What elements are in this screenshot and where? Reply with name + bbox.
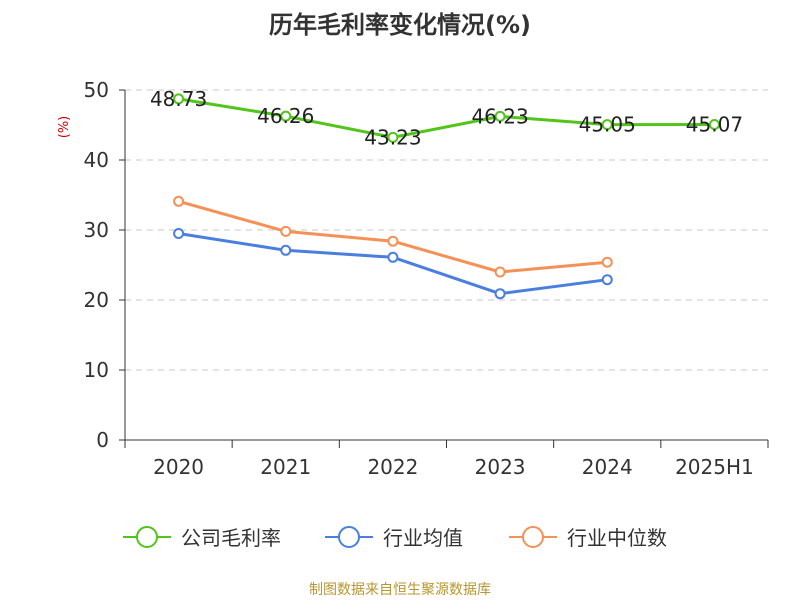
data-label: 43.23 <box>364 125 421 149</box>
data-point <box>708 119 720 131</box>
data-point <box>280 225 292 237</box>
legend-label: 公司毛利率 <box>181 526 281 550</box>
data-point <box>280 110 292 122</box>
data-point <box>387 235 399 247</box>
y-axis-label: (%) <box>57 116 72 139</box>
legend: 公司毛利率 行业均值 行业中位数 <box>123 526 667 550</box>
legend-swatch-marker <box>136 526 158 548</box>
y-axis-ticks: 0 10 20 30 40 50 <box>84 78 125 452</box>
legend-label: 行业中位数 <box>567 526 667 550</box>
data-label: 46.26 <box>257 104 314 128</box>
data-label: 48.73 <box>150 87 207 111</box>
x-tick-label: 2021 <box>260 455 311 479</box>
chart-title: 历年毛利率变化情况(%) <box>269 11 531 39</box>
data-point <box>494 110 506 122</box>
data-point <box>173 195 185 207</box>
series-line <box>178 97 715 139</box>
data-label: 45.07 <box>686 113 743 137</box>
axes <box>124 90 768 441</box>
y-tick-label: 20 <box>84 288 109 312</box>
grid-lines <box>125 89 768 371</box>
y-tick-label: 40 <box>84 148 109 172</box>
legend-swatch-marker <box>338 526 360 548</box>
data-point <box>601 119 613 131</box>
data-point <box>494 288 506 300</box>
data-point <box>387 251 399 263</box>
data-point <box>173 93 185 105</box>
series-lines <box>173 93 720 300</box>
y-tick-label: 10 <box>84 358 109 382</box>
data-point <box>601 274 613 286</box>
x-tick-label: 2024 <box>582 455 633 479</box>
x-tick-label: 2025H1 <box>675 455 754 479</box>
data-labels: 48.73 46.26 43.23 46.23 45.05 45.07 <box>150 87 743 150</box>
data-point <box>494 266 506 278</box>
y-tick-label: 50 <box>84 78 109 102</box>
y-tick-label: 30 <box>84 218 109 242</box>
x-axis-ticks: 2020 2021 2022 2023 2024 2025H1 <box>124 440 769 479</box>
x-tick-label: 2020 <box>153 455 204 479</box>
data-point <box>601 256 613 268</box>
data-point <box>387 131 399 143</box>
x-tick-label: 2023 <box>475 455 526 479</box>
y-tick-label: 0 <box>96 428 109 452</box>
legend-swatch-marker <box>522 526 544 548</box>
legend-label: 行业均值 <box>383 526 463 550</box>
data-source-note: 制图数据来自恒生聚源数据库 <box>309 582 491 598</box>
data-point <box>173 228 185 239</box>
data-label: 45.05 <box>579 113 636 137</box>
data-label: 46.23 <box>471 104 528 128</box>
x-tick-label: 2022 <box>367 455 418 479</box>
data-point <box>280 244 292 256</box>
